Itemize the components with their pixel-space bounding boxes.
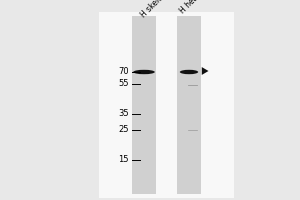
Bar xyxy=(177,16,201,194)
Ellipse shape xyxy=(133,70,155,74)
Bar xyxy=(132,16,156,194)
Text: H skeletal muscle: H skeletal muscle xyxy=(139,0,193,19)
Text: H heart: H heart xyxy=(178,0,205,15)
Polygon shape xyxy=(202,67,208,75)
Bar xyxy=(99,12,234,198)
Text: 25: 25 xyxy=(118,126,129,134)
Text: 70: 70 xyxy=(118,68,129,76)
Text: 15: 15 xyxy=(118,156,129,164)
Ellipse shape xyxy=(180,70,198,74)
Text: 35: 35 xyxy=(118,109,129,118)
Text: 55: 55 xyxy=(118,79,129,88)
